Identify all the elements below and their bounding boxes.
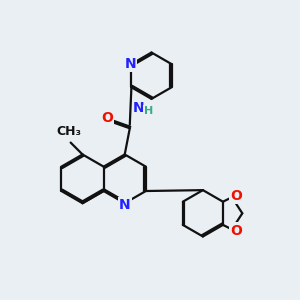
Text: O: O (230, 224, 242, 238)
Text: H: H (143, 106, 153, 116)
Text: N: N (133, 101, 145, 115)
Text: N: N (119, 198, 130, 212)
Text: CH₃: CH₃ (57, 125, 82, 138)
Text: O: O (230, 189, 242, 203)
Text: N: N (124, 57, 136, 71)
Text: O: O (101, 111, 113, 125)
